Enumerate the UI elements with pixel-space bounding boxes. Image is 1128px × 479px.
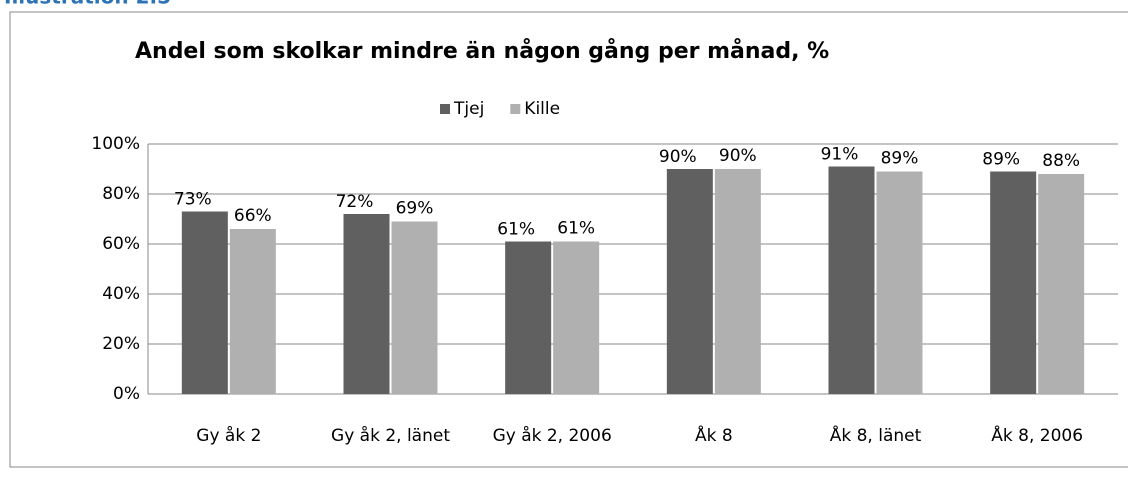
data-label: 88% xyxy=(1042,151,1080,171)
data-label: 73% xyxy=(174,190,212,210)
bar xyxy=(229,229,276,394)
x-tick-label: Gy åk 2, 2006 xyxy=(493,425,612,446)
y-tick-label: 60% xyxy=(102,234,140,254)
x-tick-label: Gy åk 2, länet xyxy=(331,425,450,446)
data-label: 69% xyxy=(396,199,434,219)
bar xyxy=(990,171,1037,394)
bar xyxy=(876,171,923,394)
x-tick-label: Åk 8, 2006 xyxy=(991,424,1083,446)
data-label: 89% xyxy=(982,150,1020,170)
y-tick-label: 40% xyxy=(102,284,140,304)
legend-swatch xyxy=(440,104,450,114)
bar xyxy=(666,169,713,394)
caption: Illustration 2.5 xyxy=(4,0,171,9)
x-tick-label: Åk 8, länet xyxy=(830,424,922,446)
data-label: 61% xyxy=(497,220,535,240)
bar xyxy=(505,241,552,394)
chart-title: Andel som skolkar mindre än någon gång p… xyxy=(135,38,829,64)
bar xyxy=(553,241,600,394)
data-label: 89% xyxy=(881,149,919,169)
data-label: 66% xyxy=(234,206,272,226)
legend-label: Tjej xyxy=(453,99,484,119)
y-tick-label: 100% xyxy=(91,134,140,154)
bar xyxy=(828,166,875,394)
y-tick-label: 80% xyxy=(102,184,140,204)
x-tick-label: Åk 8 xyxy=(695,424,733,446)
chart-frame xyxy=(9,11,1128,468)
bar xyxy=(343,214,390,394)
bar xyxy=(714,169,761,394)
legend-swatch xyxy=(510,104,521,114)
bar xyxy=(181,211,228,394)
bar xyxy=(1038,174,1085,394)
data-label: 61% xyxy=(557,219,595,239)
legend-label: Kille xyxy=(524,99,560,119)
bar xyxy=(391,221,438,394)
y-tick-label: 20% xyxy=(102,334,140,354)
data-label: 91% xyxy=(821,145,859,165)
data-label: 72% xyxy=(336,192,374,212)
y-tick-label: 0% xyxy=(113,384,140,404)
x-tick-label: Gy åk 2 xyxy=(196,425,261,446)
data-label: 90% xyxy=(719,146,757,166)
data-label: 90% xyxy=(659,147,697,167)
